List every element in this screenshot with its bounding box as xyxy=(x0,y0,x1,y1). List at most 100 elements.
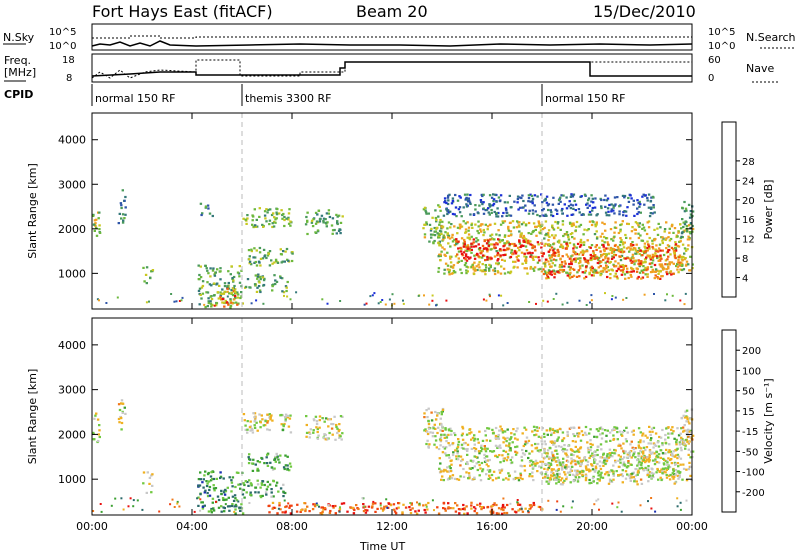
power-cell xyxy=(439,230,443,233)
velocity-cell xyxy=(287,425,291,428)
power-cell xyxy=(430,236,433,239)
power-cell xyxy=(567,238,571,241)
velocity-cell xyxy=(277,507,280,510)
power-cell xyxy=(215,302,219,305)
power-cell xyxy=(691,210,695,213)
velocity-cell xyxy=(462,503,465,507)
velocity-cell xyxy=(452,451,455,454)
velocity-cell xyxy=(523,453,526,456)
velocity-cell xyxy=(678,475,681,478)
velocity-cell xyxy=(203,474,206,477)
velocity-cell xyxy=(249,493,252,496)
velocity-cell xyxy=(599,476,603,479)
colorbar-tick-label: -200 xyxy=(742,488,765,499)
power-cell xyxy=(574,229,577,232)
power-cell xyxy=(464,255,468,258)
power-cell xyxy=(425,223,428,226)
power-cell xyxy=(93,229,96,232)
velocity-cell xyxy=(587,449,590,453)
velocity-cell xyxy=(204,470,207,473)
velocity-cell xyxy=(583,456,587,459)
velocity-cell xyxy=(430,411,433,414)
velocity-cell xyxy=(563,479,566,482)
power-cell xyxy=(489,248,493,251)
velocity-cell xyxy=(506,503,509,507)
velocity-cell xyxy=(479,505,481,508)
velocity-cell xyxy=(442,479,445,482)
power-cell xyxy=(238,275,241,278)
power-cell xyxy=(636,199,639,202)
velocity-cell xyxy=(555,482,558,485)
power-cell xyxy=(285,286,288,289)
power-cell xyxy=(636,250,639,253)
power-cell xyxy=(621,194,625,197)
power-cell xyxy=(525,249,529,252)
velocity-cell xyxy=(556,429,559,432)
velocity-cell xyxy=(240,503,243,506)
velocity-cell xyxy=(559,483,563,486)
power-cell xyxy=(652,204,655,207)
power-cell xyxy=(613,196,617,199)
velocity-cell xyxy=(525,449,528,453)
power-cell xyxy=(528,252,532,255)
velocity-cell xyxy=(612,427,615,431)
power-cell xyxy=(568,241,572,245)
power-cell xyxy=(619,230,622,233)
velocity-cell xyxy=(545,471,548,474)
power-cell xyxy=(281,277,284,280)
velocity-cell xyxy=(645,446,649,449)
velocity-cell xyxy=(473,437,477,440)
power-cell xyxy=(664,238,667,241)
power-cell xyxy=(612,206,615,209)
velocity-cell xyxy=(323,437,326,440)
power-cell xyxy=(510,249,513,252)
velocity-cell xyxy=(490,473,494,477)
power-cell xyxy=(423,206,427,209)
power-cell xyxy=(324,221,328,224)
velocity-cell xyxy=(271,419,274,422)
power-cell xyxy=(616,248,619,252)
power-cell xyxy=(460,271,463,275)
power-cell xyxy=(417,294,420,297)
power-cell xyxy=(534,255,538,258)
velocity-cell xyxy=(500,512,504,515)
power-cell xyxy=(553,264,557,267)
velocity-cell xyxy=(688,430,691,433)
velocity-cell xyxy=(136,499,139,502)
power-cell xyxy=(543,270,547,273)
power-cell xyxy=(594,255,597,259)
power-cell xyxy=(562,194,565,197)
plot-background xyxy=(92,113,692,309)
power-cell xyxy=(330,224,334,227)
velocity-cell xyxy=(275,456,279,459)
power-cell xyxy=(509,255,513,259)
power-cell xyxy=(331,229,335,232)
velocity-cell xyxy=(665,473,668,477)
power-cell xyxy=(509,221,512,224)
velocity-cell xyxy=(574,445,577,448)
velocity-cell xyxy=(679,457,683,460)
power-cell xyxy=(631,253,635,256)
power-cell xyxy=(535,302,537,305)
velocity-cell xyxy=(334,504,337,508)
velocity-cell xyxy=(491,428,494,431)
velocity-cell xyxy=(222,506,225,509)
velocity-cell xyxy=(531,430,534,433)
power-cell xyxy=(565,247,568,250)
velocity-cell xyxy=(321,506,324,509)
power-cell xyxy=(226,285,229,288)
velocity-cell xyxy=(665,427,668,430)
velocity-cell xyxy=(649,442,653,445)
velocity-cell xyxy=(447,506,450,509)
power-cell xyxy=(625,297,628,299)
power-cell xyxy=(642,226,646,229)
power-cell xyxy=(198,287,202,290)
velocity-cell xyxy=(465,505,468,508)
velocity-cell xyxy=(675,438,678,441)
velocity-cell xyxy=(289,431,293,434)
power-cell xyxy=(646,254,650,257)
velocity-cell xyxy=(281,414,284,417)
power-cell xyxy=(618,213,621,216)
power-cell xyxy=(647,226,651,229)
velocity-cell xyxy=(587,451,590,454)
